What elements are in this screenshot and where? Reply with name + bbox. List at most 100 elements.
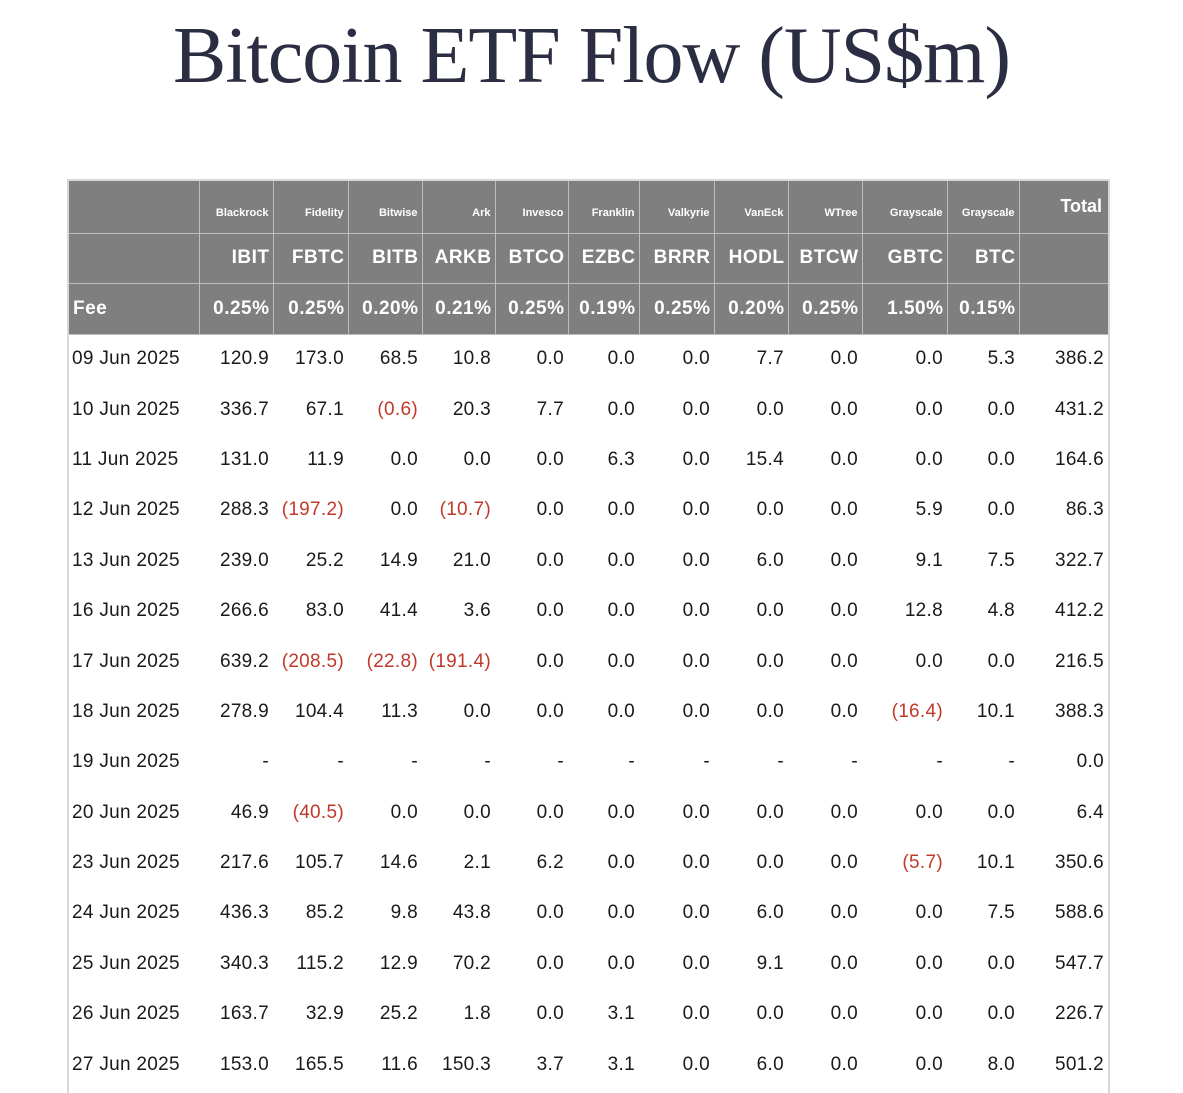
flow-cell: 153.0 (219, 1053, 269, 1075)
flow-cell: 0.0 (915, 448, 943, 470)
issuer-header: Grayscale (862, 181, 948, 234)
flow-cell: - (557, 751, 564, 773)
date-cell: 13 Jun 2025 (72, 549, 180, 571)
flow-cell: 21.0 (452, 549, 491, 571)
flow-cell: 6.2 (536, 852, 564, 874)
flow-cell: 340.3 (219, 952, 269, 974)
flow-cell: 6.3 (607, 448, 635, 470)
fee-row: Fee 0.25% 0.25% 0.20% 0.21% 0.25% 0.19% 0.25% 0.… (69, 283, 1108, 335)
total-cell: 164.6 (1054, 448, 1104, 470)
flow-cell: 0.0 (915, 902, 943, 924)
flow-cell: 336.7 (219, 398, 269, 420)
etf-flow-table: Blackrock Fidelity Bitwise Ark Invesco Frankl… (67, 179, 1110, 1093)
flow-cell: - (628, 751, 635, 773)
flow-cell: 1.8 (463, 1003, 491, 1025)
flow-cell: 9.8 (390, 902, 418, 924)
flow-cell: 0.0 (607, 549, 635, 571)
total-cell: 386.2 (1054, 348, 1104, 370)
flow-cell: 0.0 (830, 700, 858, 722)
flow-cell: - (411, 751, 418, 773)
flow-cell: 0.0 (682, 1003, 710, 1025)
corner-cell (69, 233, 200, 284)
flow-cell: 104.4 (294, 700, 344, 722)
flow-cell: 266.6 (219, 600, 269, 622)
flow-cell: 32.9 (305, 1003, 344, 1025)
flow-cell: 14.6 (379, 852, 418, 874)
flow-cell: 0.0 (607, 952, 635, 974)
table-row: 17 Jun 2025 639.2 (208.5) (22.8) (191.4) 0.0 0… (69, 636, 1108, 686)
flow-cell: - (484, 751, 491, 773)
flow-cell: - (262, 751, 269, 773)
flow-cell: (191.4) (428, 650, 491, 672)
flow-cell: 67.1 (305, 398, 344, 420)
fee-cell: 1.50% (862, 283, 948, 335)
flow-cell: 0.0 (915, 398, 943, 420)
flow-cell: 0.0 (830, 398, 858, 420)
flow-cell: 0.0 (536, 549, 564, 571)
flow-cell: 0.0 (830, 650, 858, 672)
fee-cell: 0.19% (568, 283, 640, 335)
flow-cell: 0.0 (682, 1053, 710, 1075)
corner-cell (69, 181, 200, 234)
issuer-header: Fidelity (273, 181, 349, 234)
issuer-row: Blackrock Fidelity Bitwise Ark Invesco Frankl… (69, 181, 1108, 234)
flow-cell: 0.0 (607, 700, 635, 722)
flow-cell: 0.0 (607, 902, 635, 924)
fee-cell: 0.25% (199, 283, 274, 335)
flow-cell: 0.0 (536, 600, 564, 622)
total-cell: 501.2 (1054, 1053, 1104, 1075)
date-cell: 17 Jun 2025 (72, 650, 180, 672)
flow-cell: 83.0 (305, 600, 344, 622)
flow-cell: - (777, 751, 784, 773)
table-row: 13 Jun 2025 239.0 25.2 14.9 21.0 0.0 0.0 0.0 6.0… (69, 536, 1108, 586)
flow-cell: 0.0 (607, 801, 635, 823)
issuer-header: Franklin (568, 181, 640, 234)
flow-cell: 639.2 (219, 650, 269, 672)
total-cell: 6.4 (1076, 801, 1104, 823)
flow-cell: 105.7 (294, 852, 344, 874)
flow-cell: 0.0 (536, 448, 564, 470)
ticker-header: GBTC (862, 233, 948, 284)
flow-cell: 0.0 (915, 1053, 943, 1075)
table-row: 26 Jun 2025 163.7 32.9 25.2 1.8 0.0 3.1 0.0 0.0 0… (69, 989, 1108, 1039)
ticker-header: BTC (947, 233, 1020, 284)
flow-cell: (197.2) (281, 499, 344, 521)
flow-cell: 0.0 (682, 952, 710, 974)
flow-cell: 0.0 (830, 600, 858, 622)
flow-cell: 0.0 (607, 499, 635, 521)
flow-cell: 0.0 (987, 398, 1015, 420)
issuer-header: Invesco (495, 181, 569, 234)
flow-cell: 7.5 (987, 902, 1015, 924)
total-header: Total (1019, 181, 1108, 234)
flow-cell: 288.3 (219, 499, 269, 521)
issuer-header: Valkyrie (639, 181, 715, 234)
flow-cell: 0.0 (830, 499, 858, 521)
flow-cell: 15.4 (745, 448, 784, 470)
table-row: 10 Jun 2025 336.7 67.1 (0.6) 20.3 7.7 0.0 0.0 0.… (69, 384, 1108, 434)
flow-cell: - (337, 751, 344, 773)
flow-cell: 0.0 (682, 549, 710, 571)
flow-cell: 0.0 (536, 1003, 564, 1025)
flow-cell: 9.1 (756, 952, 784, 974)
table-row: 25 Jun 2025 340.3 115.2 12.9 70.2 0.0 0.0 0.0 9.… (69, 939, 1108, 989)
flow-cell: - (1008, 751, 1015, 773)
flow-cell: 0.0 (830, 902, 858, 924)
flow-cell: 165.5 (294, 1053, 344, 1075)
total-cell: 388.3 (1054, 700, 1104, 722)
flow-cell: 0.0 (987, 499, 1015, 521)
flow-cell: 0.0 (390, 801, 418, 823)
flow-cell: (5.7) (902, 852, 943, 874)
total-spacer (1019, 283, 1108, 335)
flow-cell: 0.0 (682, 499, 710, 521)
flow-cell: 6.0 (756, 549, 784, 571)
flow-cell: 163.7 (219, 1003, 269, 1025)
flow-cell: 0.0 (756, 650, 784, 672)
flow-cell: 0.0 (682, 650, 710, 672)
flow-cell: 0.0 (607, 348, 635, 370)
flow-cell: 115.2 (296, 952, 344, 974)
flow-cell: 12.9 (379, 952, 418, 974)
flow-cell: 0.0 (682, 700, 710, 722)
total-cell: 86.3 (1065, 499, 1104, 521)
fee-label: Fee (69, 283, 200, 335)
flow-cell: 12.8 (904, 600, 943, 622)
